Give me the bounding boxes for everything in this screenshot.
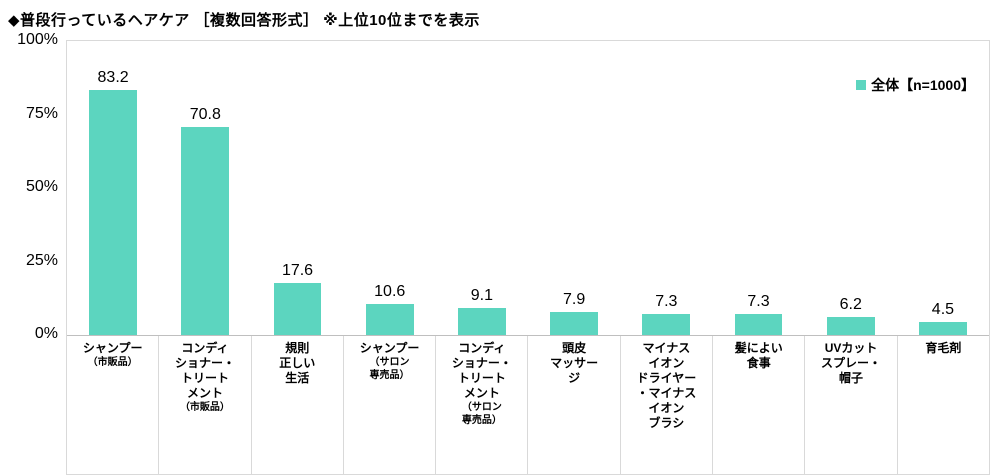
category-label: 育毛剤 [896,336,989,474]
category-label-line: ・マイナス [636,386,697,400]
bar [826,317,875,335]
category-label: コンディ ショナー・ トリート メント （市販品） [158,336,250,474]
category-label: UVカット スプレー・ 帽子 [804,336,896,474]
category-label-line: トリート [457,371,506,385]
y-axis-tick-label: 0% [34,325,58,342]
bar-column: 7.9 [528,291,620,335]
category-label-line: メント [186,386,223,400]
category-label-line: ジ [568,371,581,385]
bar [365,304,414,335]
category-label: 髪によい 食事 [712,336,804,474]
bar [734,314,783,335]
category-label-line: コンディ [458,341,506,355]
y-axis-tick-label: 75% [25,104,58,122]
value-label: 7.3 [747,293,770,310]
category-label-line: ブラシ [648,416,685,430]
bar [550,312,599,335]
value-label: 7.9 [562,291,586,308]
value-label: 70.8 [189,106,221,123]
category-label-line: ドライヤー [636,371,697,385]
y-axis-tick-label: 50% [25,178,58,195]
bar [457,308,506,335]
category-label-line: イオン [648,356,685,370]
bar-column: 7.3 [620,293,712,335]
value-label: 4.5 [931,301,955,318]
category-label-line: メント [463,386,500,400]
category-label-line: シャンプー [359,341,420,355]
category-label-line: 規則 [285,341,310,355]
category-label-line: （サロン [461,402,502,413]
value-label: 83.2 [97,69,129,86]
category-label-line: 生活 [285,371,310,385]
category-label-line: UVカット [824,341,878,355]
category-label-line: マイナス [642,341,691,355]
category-label-line: イオン [648,401,685,415]
category-label-line: マッサー [550,356,599,370]
category-label-line: スプレー・ [821,356,882,370]
legend-label: 全体【n=1000】 [871,77,975,93]
category-label-line: （市販品） [179,402,230,413]
category-label-line: 育毛剤 [925,341,962,355]
category-label-line: 帽子 [839,371,864,385]
bar-column: 83.2 [67,69,159,335]
value-label: 10.6 [374,283,406,300]
category-label-line: ショナー・ [174,356,235,370]
value-label: 17.6 [281,262,314,279]
category-label-line: コンディ [181,341,229,355]
bar [181,127,230,335]
category-label-line: 専売品） [461,415,502,426]
category-label-line: シャンプー [82,341,143,355]
category-label: 規則 正しい 生活 [250,336,343,474]
value-label: 7.3 [655,293,678,310]
bar [642,314,691,335]
category-label: シャンプー （サロン専売品） [342,336,435,474]
y-axis-tick-label: 100% [17,31,58,48]
category-label-line: 頭皮 [562,341,587,355]
y-axis-tick-label: 25% [25,251,58,269]
bar [273,283,322,335]
bar-column: 6.2 [805,296,897,335]
bar-column: 10.6 [344,283,436,335]
category-label-line: （サロン [369,357,410,368]
category-label-line: ショナー・ [451,356,512,370]
category-label-line: 専売品） [369,370,410,381]
bar-column: 70.8 [159,106,251,335]
category-label: マイナス イオン ドライヤー ・マイナス イオン ブラシ [619,336,712,474]
plot-area: 全体【n=1000】 83.2 70.8 17.6 10.6 9.1 7.9 7.3 7.3 6… [67,41,989,336]
y-axis: 100% 75% 50% 25% 0% [0,31,62,342]
category-label-line: 正しい [279,356,316,370]
chart-title: ◆普段行っているヘアケア ［複数回答形式］ ※上位10位までを表示 [8,12,480,29]
value-label: 9.1 [470,287,494,304]
category-label-line: 髪によい [734,341,783,355]
category-label-line: 食事 [746,356,771,370]
category-label: 頭皮 マッサージ [527,336,619,474]
bar [918,322,967,335]
bar-column: 9.1 [436,287,528,335]
category-label-line: トリート [180,371,229,385]
category-axis-labels: シャンプー （市販品） コンディ ショナー・ トリート メント （市販品） 規則 正しい 生活 シャ… [67,336,989,474]
legend-swatch-icon [856,80,867,90]
bar [89,90,138,335]
category-label-line: （市販品） [87,357,138,368]
bar-column: 17.6 [251,262,343,335]
bar-column: 4.5 [897,301,989,335]
bar-column: 7.3 [712,293,804,335]
value-label: 6.2 [839,296,862,313]
legend: 全体【n=1000】 [856,75,975,95]
plot-outer: 全体【n=1000】 83.2 70.8 17.6 10.6 9.1 7.9 7.3 7.3 6… [66,40,990,475]
category-label: コンディ ショナー・ トリート メント （サロン専売品） [435,336,527,474]
category-label: シャンプー （市販品） [67,336,158,474]
